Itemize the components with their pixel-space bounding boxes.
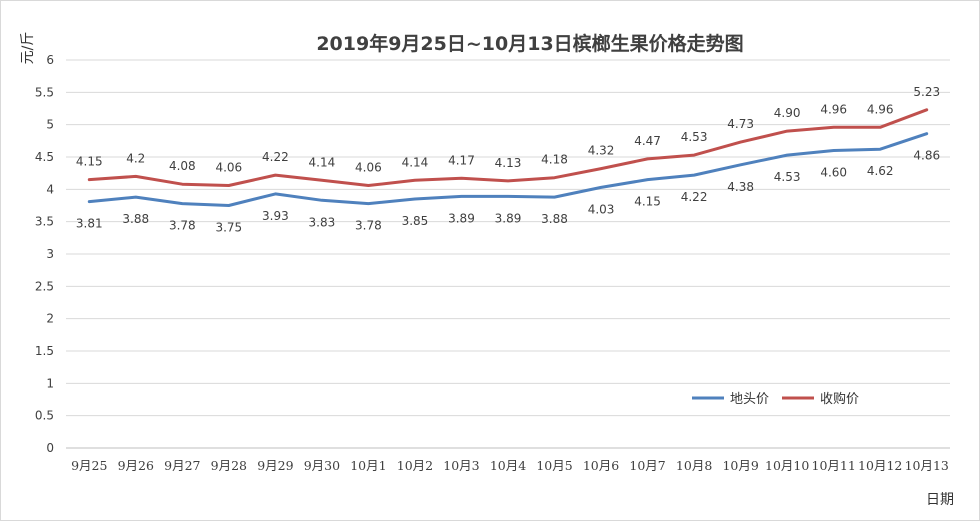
data-label: 4.53	[774, 170, 801, 184]
data-labels: 3.81 3.88 3.78 3.75 3.93 3.83 3.78 3.85 3.89 3.89…	[76, 85, 940, 235]
y-tick-label: 5.5	[35, 85, 54, 99]
y-tick-label: 5	[46, 118, 54, 132]
data-label: 4.13	[495, 156, 522, 170]
y-tick-label: 0	[46, 441, 54, 455]
data-label: 4.73	[727, 117, 754, 131]
data-label: 4.86	[913, 149, 940, 163]
x-tick-label: 10月13	[905, 458, 949, 473]
data-label: 3.83	[309, 215, 336, 229]
data-label: 4.53	[681, 130, 708, 144]
data-label: 4.15	[76, 155, 103, 169]
x-tick-label: 10月2	[397, 458, 433, 473]
data-label: 4.96	[867, 102, 894, 116]
data-label: 4.14	[309, 155, 336, 169]
series-line-1	[87, 132, 929, 207]
y-axis-ticks: 0 0.5 1 1.5 2 2.5 3 3.5 4 4.5 5 5.5 6	[35, 53, 54, 455]
data-label: 3.93	[262, 209, 289, 223]
data-label: 3.88	[122, 212, 149, 226]
data-label: 4.06	[355, 160, 382, 174]
y-tick-label: 3.5	[35, 215, 54, 229]
x-tick-label: 10月12	[858, 458, 902, 473]
x-tick-label: 10月5	[536, 458, 572, 473]
x-tick-label: 10月4	[490, 458, 526, 473]
data-label: 4.47	[634, 134, 661, 148]
data-label: 4.90	[774, 106, 801, 120]
data-label: 3.88	[541, 212, 568, 226]
y-tick-label: 4	[46, 182, 54, 196]
y-tick-label: 1	[46, 376, 54, 390]
x-tick-label: 10月7	[629, 458, 665, 473]
data-label: 4.06	[215, 160, 242, 174]
chart-title: 2019年9月25日~10月13日槟榔生果价格走势图	[316, 32, 743, 55]
legend-label: 收购价	[820, 391, 859, 407]
y-tick-label: 2	[46, 312, 54, 326]
x-tick-label: 9月30	[304, 458, 340, 473]
y-tick-label: 3	[46, 247, 54, 261]
data-label: 3.85	[402, 214, 429, 228]
x-tick-label: 9月27	[164, 458, 200, 473]
x-tick-label: 10月3	[443, 458, 479, 473]
data-label: 4.22	[262, 150, 289, 164]
legend-label: 地头价	[730, 392, 769, 407]
data-label: 4.15	[634, 195, 661, 209]
data-label: 3.81	[76, 217, 103, 231]
y-tick-label: 4.5	[35, 150, 54, 164]
data-label: 4.08	[169, 159, 196, 173]
data-label: 4.96	[820, 102, 847, 116]
x-tick-label: 9月26	[118, 458, 154, 473]
data-label: 4.2	[126, 151, 145, 165]
x-axis-ticks: 9月25 9月26 9月27 9月28 9月29 9月30 10月1 10月2 10月3 10月4…	[71, 458, 949, 473]
series-lines	[87, 108, 929, 207]
data-label: 3.75	[215, 221, 242, 235]
data-label: 4.62	[867, 164, 894, 178]
x-tick-label: 10月11	[812, 458, 856, 473]
data-label: 4.38	[727, 180, 754, 194]
data-label: 4.32	[588, 144, 615, 158]
data-label: 3.78	[355, 219, 382, 233]
x-tick-label: 9月25	[71, 458, 107, 473]
data-label: 3.89	[495, 211, 522, 225]
x-tick-label: 9月29	[257, 458, 293, 473]
series-line-2	[87, 108, 929, 187]
data-label: 3.78	[169, 219, 196, 233]
data-label: 3.89	[448, 211, 475, 225]
y-tick-label: 1.5	[35, 344, 54, 358]
x-tick-label: 10月8	[676, 458, 712, 473]
data-label: 4.18	[541, 153, 568, 167]
x-tick-label: 10月1	[350, 458, 386, 473]
data-label: 4.17	[448, 153, 475, 167]
data-label: 4.60	[820, 166, 847, 180]
data-label: 4.22	[681, 190, 708, 204]
y-tick-label: 6	[46, 53, 54, 67]
y-tick-label: 0.5	[35, 409, 54, 423]
data-label: 4.14	[402, 155, 429, 169]
x-tick-label: 10月9	[722, 458, 758, 473]
x-tick-label: 10月6	[583, 458, 619, 473]
gridlines	[66, 59, 950, 449]
data-label: 4.03	[588, 202, 615, 216]
legend: 地头价 收购价	[692, 391, 859, 407]
x-tick-label: 10月10	[765, 458, 809, 473]
y-axis-title: 元/斤	[20, 32, 36, 65]
y-tick-label: 2.5	[35, 279, 54, 293]
x-axis-title: 日期	[926, 492, 954, 508]
data-label: 5.23	[913, 85, 940, 99]
x-tick-label: 9月28	[211, 458, 247, 473]
